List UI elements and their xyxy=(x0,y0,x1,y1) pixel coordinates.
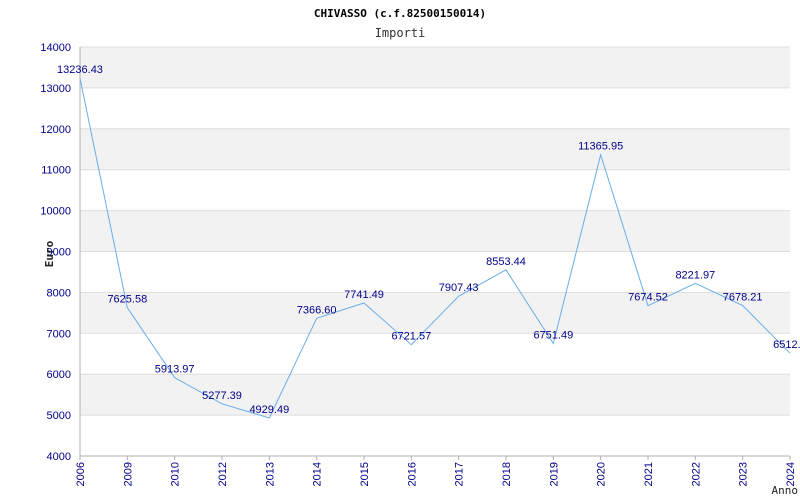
x-tick-label: 2020 xyxy=(596,462,608,486)
grid-lines xyxy=(80,46,790,457)
x-tick-label: 2006 xyxy=(75,462,87,486)
x-tick-label: 2018 xyxy=(501,462,513,486)
x-tick-label: 2021 xyxy=(643,462,655,486)
data-label: 4929.49 xyxy=(249,404,289,416)
data-label: 7907.43 xyxy=(439,282,479,294)
x-tick-label: 2009 xyxy=(122,462,134,486)
data-label: 5277.39 xyxy=(202,390,242,402)
x-tick-label: 2014 xyxy=(312,462,324,486)
y-tick-label: 13000 xyxy=(40,83,71,95)
data-label: 8221.97 xyxy=(675,269,715,281)
grid-band xyxy=(80,210,790,252)
chart-title: CHIVASSO (c.f.82500150014) xyxy=(314,7,486,20)
data-label: 6512.9 xyxy=(773,339,800,351)
series-group xyxy=(79,78,791,419)
y-tick-label: 10000 xyxy=(40,206,71,218)
x-tick-label: 2010 xyxy=(170,462,182,486)
y-tick-label: 7000 xyxy=(47,328,71,340)
x-tick-label: 2023 xyxy=(738,462,750,486)
y-tick-label: 6000 xyxy=(47,369,71,381)
x-tick-label: 2015 xyxy=(359,462,371,486)
data-label: 7366.60 xyxy=(297,304,337,316)
y-tick-label: 9000 xyxy=(47,247,71,259)
x-axis-label: Anno xyxy=(772,484,799,497)
y-axis-label: Euro xyxy=(43,240,56,267)
grid-band xyxy=(80,47,790,88)
axes xyxy=(79,47,791,460)
x-tick-labels: 2006 2009 2010 2012 2013 2014 2015 2016 2017 2018… xyxy=(75,462,797,486)
data-labels: 13236.43 7625.58 5913.97 5277.39 4929.49 7366… xyxy=(57,64,800,416)
y-tick-label: 12000 xyxy=(40,124,71,136)
y-tick-label: 4000 xyxy=(47,451,71,463)
x-tick-label: 2017 xyxy=(454,462,466,486)
data-label: 11365.95 xyxy=(578,141,623,153)
data-label: 6721.57 xyxy=(391,331,431,343)
grid-band xyxy=(80,128,790,170)
y-tick-label: 5000 xyxy=(47,410,71,422)
data-label: 7678.21 xyxy=(723,292,763,304)
data-label: 7741.49 xyxy=(344,289,384,301)
x-tick-label: 2012 xyxy=(217,462,229,486)
data-label: 13236.43 xyxy=(57,64,103,76)
data-label: 5913.97 xyxy=(155,364,195,376)
x-tick-label: 2019 xyxy=(548,462,560,486)
grid-bands xyxy=(80,47,790,416)
y-tick-label: 14000 xyxy=(40,42,71,54)
x-tick-label: 2024 xyxy=(785,462,797,486)
data-label: 7625.58 xyxy=(107,294,147,306)
data-label: 7674.52 xyxy=(628,292,668,304)
data-label: 8553.44 xyxy=(486,256,526,268)
x-tick-label: 2013 xyxy=(264,462,276,486)
y-tick-labels: 4000 5000 6000 7000 8000 9000 10000 11000 12000 1… xyxy=(40,42,71,463)
series-line xyxy=(79,78,791,419)
x-tick-label: 2022 xyxy=(690,462,702,486)
chart-subtitle: Importi xyxy=(375,26,426,40)
grid-band xyxy=(80,374,790,416)
data-label: 6751.49 xyxy=(533,329,573,341)
y-tick-label: 8000 xyxy=(47,287,71,299)
x-tick-label: 2016 xyxy=(406,462,418,486)
y-tick-label: 11000 xyxy=(41,165,71,177)
grid-band xyxy=(80,292,790,334)
